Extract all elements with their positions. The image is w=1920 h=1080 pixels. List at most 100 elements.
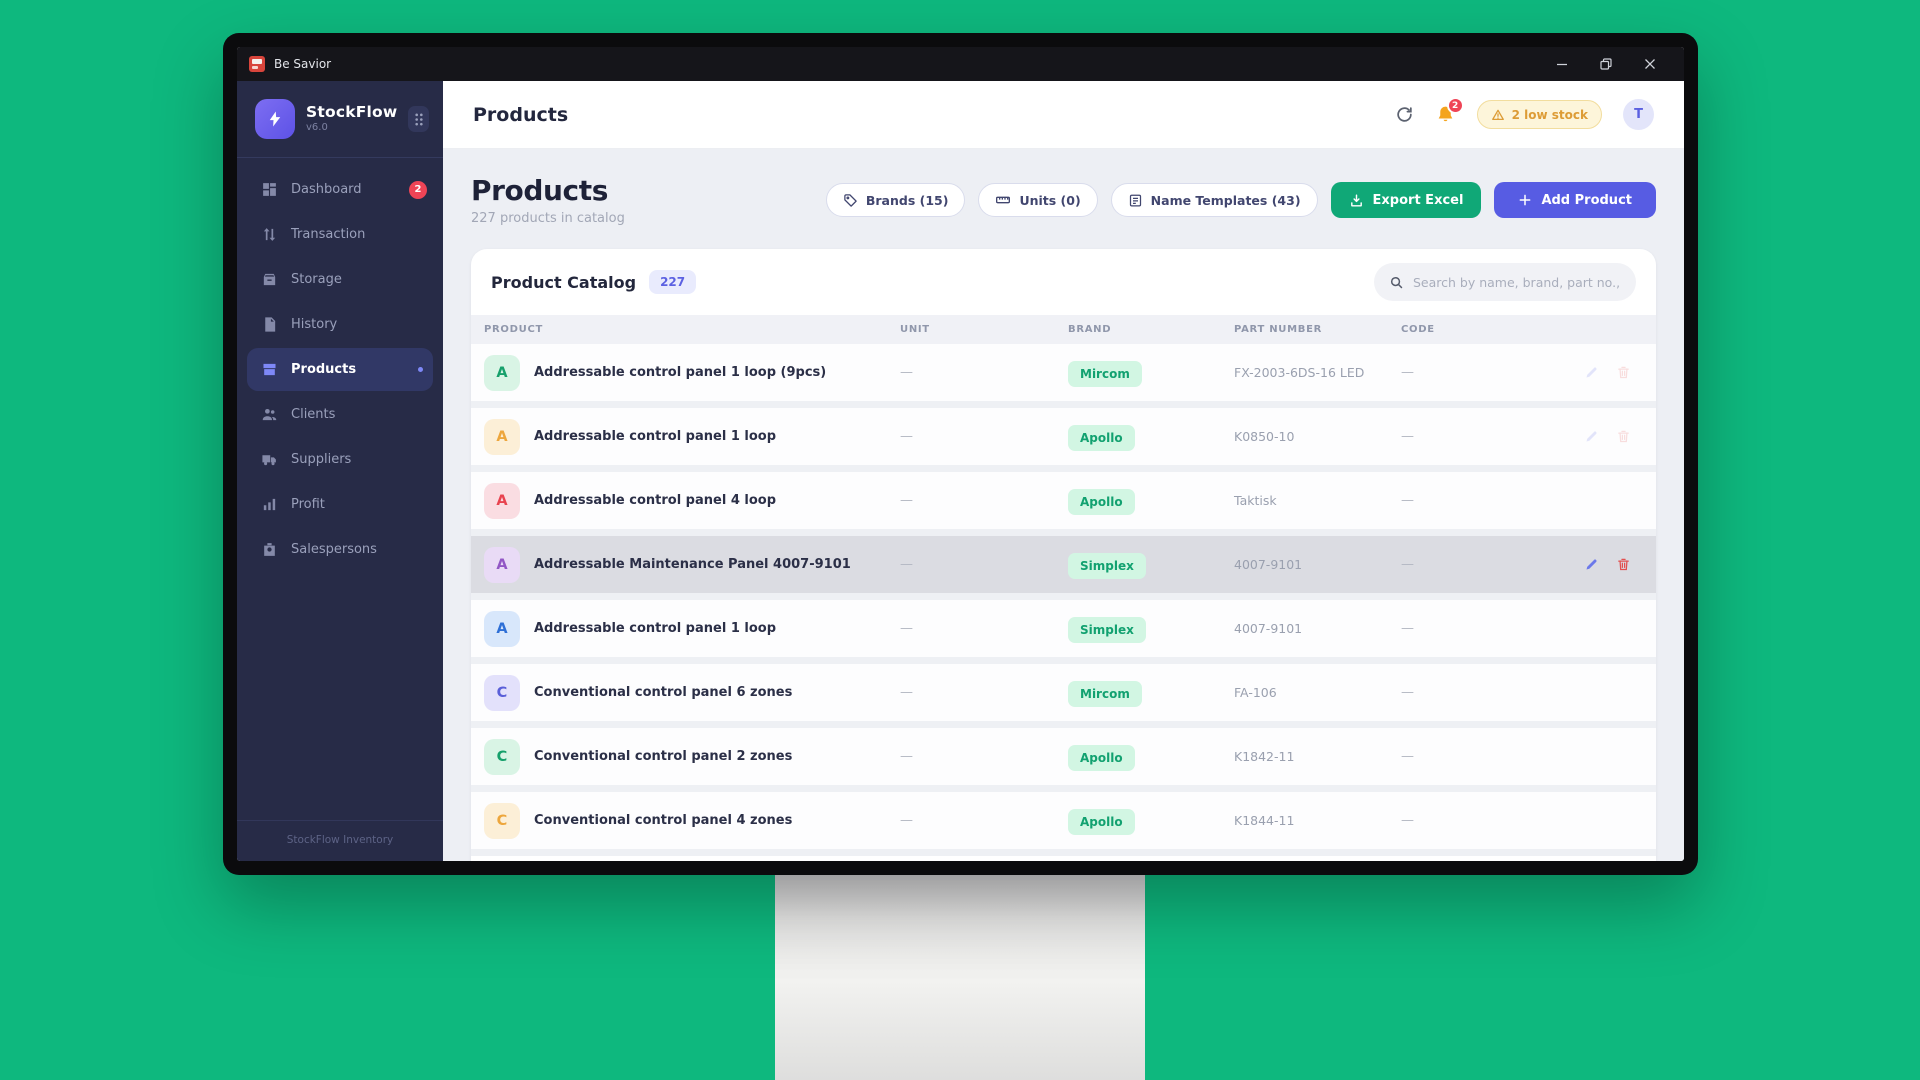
product-avatar: C — [484, 802, 520, 839]
delete-button[interactable] — [1616, 557, 1631, 572]
unit-value: — — [900, 557, 913, 572]
restore-button[interactable] — [1584, 47, 1628, 81]
restore-icon — [1600, 58, 1612, 70]
part-number: Taktisk — [1234, 493, 1277, 508]
product-name: Addressable control panel 1 loop — [534, 621, 777, 636]
brand-badge: Apollo — [1068, 745, 1135, 771]
sidebar-item-label: Transaction — [291, 227, 366, 242]
code-value: — — [1401, 365, 1414, 380]
table-row[interactable]: A Addressable control panel 1 loop — Apo… — [471, 408, 1656, 472]
pencil-icon — [1586, 559, 1597, 570]
search-icon — [1390, 276, 1403, 288]
monitor-stand — [775, 860, 1145, 1080]
monitor-bezel: Be Savior — [223, 33, 1698, 875]
product-name: Conventional control panel 4 zones — [534, 813, 793, 828]
app-icon — [249, 56, 265, 72]
table-row[interactable]: A Addressable control panel 1 loop (9pcs… — [471, 344, 1656, 408]
product-name: Conventional control panel 2 zones — [534, 749, 793, 764]
page-subtitle: 227 products in catalog — [471, 211, 625, 226]
brand-badge: Apollo — [1068, 425, 1135, 451]
minimize-button[interactable] — [1540, 47, 1584, 81]
brand-badge: Mircom — [1068, 681, 1142, 707]
transaction-icon — [261, 226, 278, 243]
table-row[interactable]: C Conventional control panel 4 zones — A… — [471, 792, 1656, 856]
plus-icon — [1520, 194, 1531, 206]
export-excel-button[interactable]: Export Excel — [1330, 182, 1482, 218]
sidebar-item-salespersons[interactable]: Salespersons — [237, 527, 443, 572]
sidebar-item-products[interactable]: Products — [247, 348, 433, 391]
column-part-number: PART NUMBER — [1234, 324, 1322, 335]
search-box[interactable] — [1374, 263, 1636, 301]
delete-button[interactable] — [1616, 429, 1631, 444]
product-name: Addressable Maintenance Panel 4007-9101 — [534, 557, 851, 572]
refresh-button[interactable] — [1395, 105, 1414, 124]
edit-button[interactable] — [1584, 365, 1599, 380]
brand-badge: Simplex — [1068, 617, 1146, 643]
part-number: 4007-9101 — [1234, 621, 1303, 636]
code-value: — — [1401, 749, 1414, 764]
column-brand: BRAND — [1068, 324, 1112, 335]
part-number: 4007-9101 — [1234, 557, 1303, 572]
brand-version: v6.0 — [306, 122, 328, 134]
sidebar-item-label: Products — [291, 362, 357, 377]
table-row[interactable]: A Addressable control panel 1 loop — Sim… — [471, 600, 1656, 664]
code-value: — — [1401, 685, 1414, 700]
part-number: FA-106 — [1234, 685, 1277, 700]
product-avatar: A — [484, 482, 520, 519]
product-name: Addressable control panel 1 loop — [534, 429, 777, 444]
code-value: — — [1401, 429, 1414, 444]
unit-value: — — [900, 685, 913, 700]
delete-button[interactable] — [1616, 365, 1631, 380]
sidebar-item-history[interactable]: History — [237, 302, 443, 347]
close-button[interactable] — [1628, 47, 1672, 81]
product-catalog-card: Product Catalog 227 PRODUCT UNIT B — [471, 249, 1656, 861]
table-row[interactable]: A Addressable control panel 4 loop — Apo… — [471, 472, 1656, 536]
table-row[interactable]: A Addressable Maintenance Panel 4007-910… — [471, 536, 1656, 600]
product-avatar: C — [484, 674, 520, 711]
brands-filter-button[interactable]: Brands (15) — [825, 183, 966, 217]
notifications-button[interactable]: 2 — [1435, 97, 1464, 125]
part-number: FX-2003-6DS-16 LED — [1234, 365, 1365, 380]
unit-value: — — [900, 365, 913, 380]
product-avatar: C — [484, 738, 520, 775]
code-value: — — [1401, 813, 1414, 828]
sidebar-item-dashboard[interactable]: Dashboard 2 — [237, 167, 443, 212]
sidebar-menu-button[interactable] — [408, 106, 429, 132]
code-value: — — [1401, 621, 1414, 636]
sidebar-item-clients[interactable]: Clients — [237, 392, 443, 437]
stockflow-logo — [255, 99, 295, 139]
history-icon — [261, 316, 278, 333]
screen: Be Savior — [237, 47, 1684, 861]
table-row[interactable]: C Conventional control panel 6 zones — M… — [471, 664, 1656, 728]
page-title: Products — [471, 174, 608, 207]
grid-dots-icon — [415, 113, 423, 125]
table-row[interactable]: C Conventional control panel 2 zones — A… — [471, 728, 1656, 792]
user-avatar[interactable]: T — [1623, 99, 1654, 130]
search-input[interactable] — [1413, 274, 1621, 290]
brand-block: StockFlow v6.0 — [237, 81, 443, 155]
table-body: A Addressable control panel 1 loop (9pcs… — [471, 344, 1656, 856]
brand-name: StockFlow — [306, 103, 398, 122]
sidebar-item-profit[interactable]: Profit — [237, 482, 443, 527]
sidebar-item-transaction[interactable]: Transaction — [237, 212, 443, 257]
product-name: Conventional control panel 6 zones — [534, 685, 793, 700]
unit-value: — — [900, 493, 913, 508]
minimize-icon — [1557, 63, 1567, 66]
name-templates-button[interactable]: Name Templates (43) — [1110, 183, 1318, 217]
sidebar-item-storage[interactable]: Storage — [237, 257, 443, 302]
column-unit: UNIT — [900, 324, 930, 335]
product-avatar: A — [484, 418, 520, 455]
template-icon — [1129, 194, 1141, 206]
edit-button[interactable] — [1584, 557, 1599, 572]
units-filter-button[interactable]: Units (0) — [978, 183, 1098, 217]
suppliers-icon — [261, 451, 278, 468]
trash-icon — [1618, 366, 1629, 379]
column-code: CODE — [1401, 324, 1435, 335]
edit-button[interactable] — [1584, 429, 1599, 444]
topbar-title: Products — [473, 103, 569, 126]
add-product-button[interactable]: Add Product — [1494, 182, 1656, 218]
product-name: Addressable control panel 1 loop (9pcs) — [534, 365, 827, 380]
close-icon — [1645, 59, 1655, 69]
low-stock-chip[interactable]: 2 low stock — [1476, 100, 1602, 129]
sidebar-item-suppliers[interactable]: Suppliers — [237, 437, 443, 482]
